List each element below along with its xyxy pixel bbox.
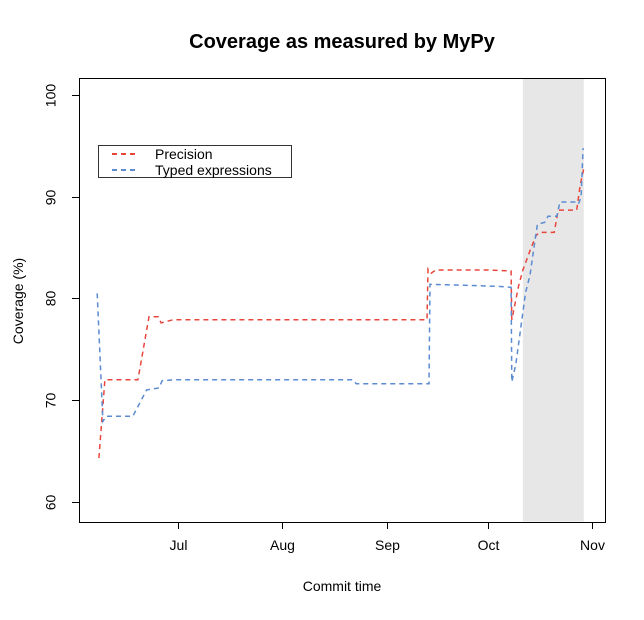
y-tick-label: 60 [43, 495, 59, 511]
legend-label-typed-expressions: Typed expressions [155, 161, 272, 178]
y-tick-label: 70 [43, 393, 59, 409]
series-line-typed-expressions [96, 148, 584, 424]
plot-border [79, 78, 606, 523]
precision-dash-sample-icon [112, 152, 139, 155]
x-tick-label: Sep [375, 537, 400, 553]
typed-expressions-dash-sample-icon [112, 168, 139, 171]
legend-entry-typed-expressions: Typed expressions [112, 162, 291, 178]
x-tick-label: Oct [478, 537, 500, 553]
shaded-band [522, 78, 584, 522]
x-axis-label: Commit time [302, 578, 382, 594]
chart-title: Coverage as measured by MyPy [189, 31, 495, 53]
x-tick-label: Jul [170, 537, 188, 553]
legend-box: Precision Typed expressions [98, 145, 292, 178]
y-tick-label: 80 [43, 291, 59, 307]
y-tick-label: 90 [43, 190, 59, 206]
y-tick-label: 100 [43, 84, 59, 108]
x-tick-label: Nov [580, 537, 605, 553]
legend-entry-precision: Precision [112, 146, 291, 162]
legend-label-precision: Precision [155, 145, 213, 162]
x-tick-label: Aug [270, 537, 295, 553]
